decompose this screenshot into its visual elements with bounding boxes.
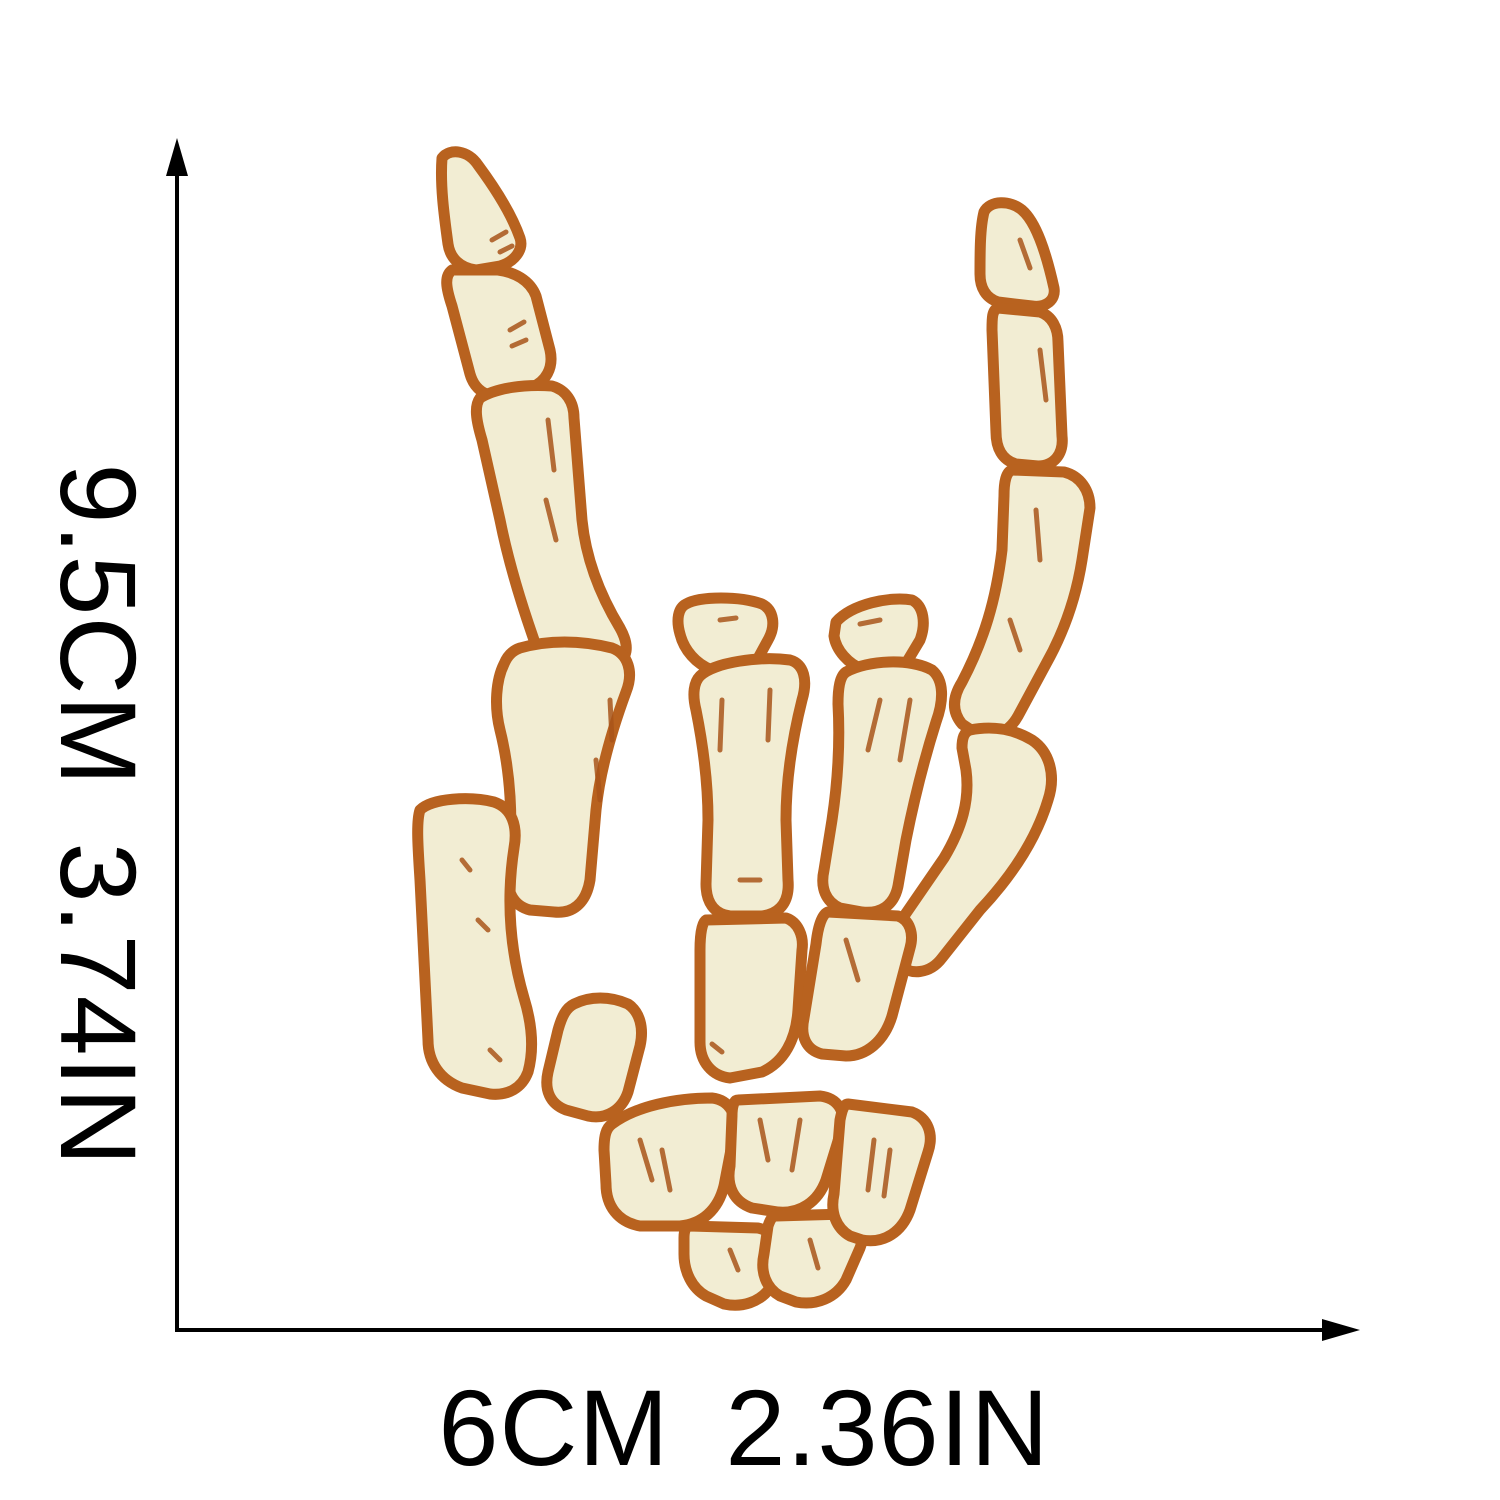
height-in: 3.74IN bbox=[38, 842, 159, 1167]
measurement-axes bbox=[166, 138, 1360, 1341]
width-in: 2.36IN bbox=[725, 1367, 1050, 1488]
ring-finger-bones bbox=[797, 593, 947, 1062]
height-cm: 9.5CM bbox=[38, 463, 159, 787]
index-finger-bones bbox=[885, 197, 1096, 978]
height-dimension-label: 9.5CM 3.74IN bbox=[38, 463, 159, 1166]
thumb-bones bbox=[412, 636, 647, 1123]
horizontal-axis-arrowhead-icon bbox=[1322, 1319, 1360, 1341]
bone-shading-marks bbox=[459, 229, 1049, 1273]
carpal-bones bbox=[598, 1090, 936, 1311]
pinky-finger-bones bbox=[435, 146, 632, 676]
middle-finger-bones bbox=[672, 592, 811, 1084]
skeleton-hand-patch bbox=[412, 146, 1096, 1311]
width-dimension-label: 6CM 2.36IN bbox=[438, 1374, 1049, 1482]
width-cm: 6CM bbox=[438, 1367, 670, 1488]
vertical-axis-arrowhead-icon bbox=[166, 138, 188, 176]
